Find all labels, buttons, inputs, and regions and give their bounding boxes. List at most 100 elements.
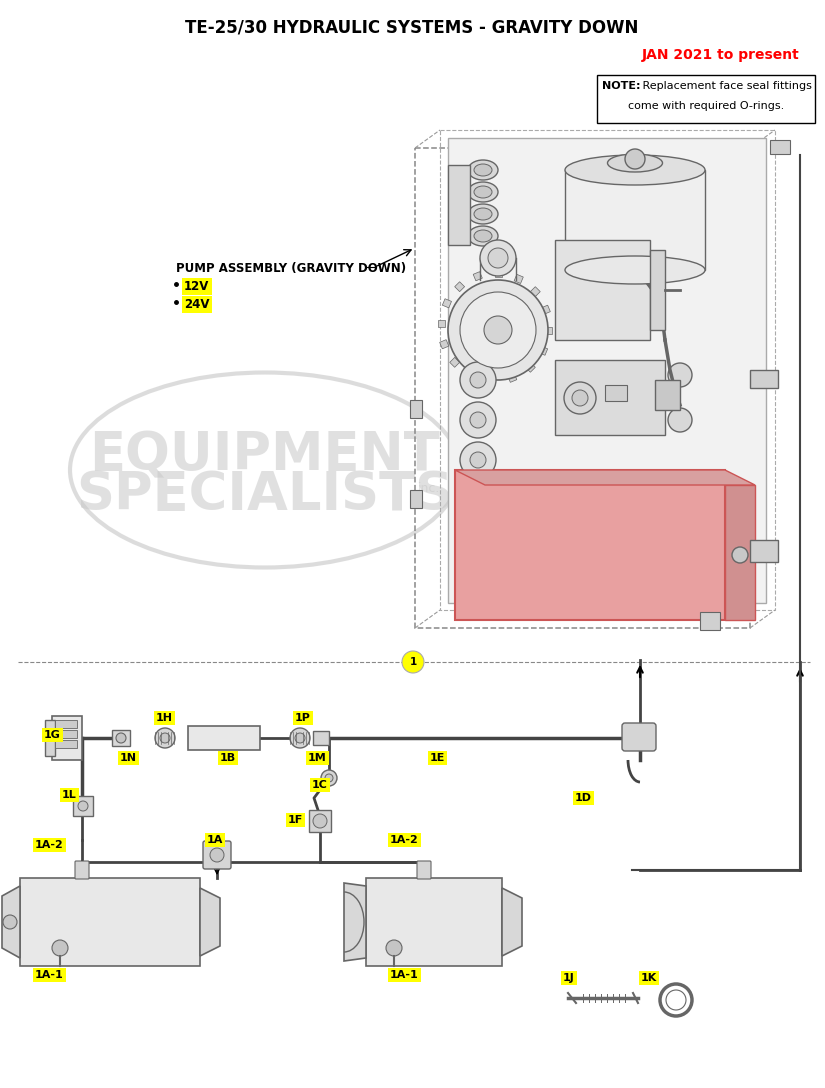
Ellipse shape — [474, 230, 492, 242]
Bar — [545, 327, 552, 334]
Bar — [750, 370, 778, 388]
Bar — [565, 170, 705, 270]
Ellipse shape — [474, 208, 492, 220]
Bar — [467, 371, 476, 380]
Bar — [45, 720, 55, 756]
Polygon shape — [455, 470, 755, 485]
Bar — [55, 720, 77, 728]
Ellipse shape — [474, 164, 492, 176]
FancyBboxPatch shape — [313, 731, 329, 745]
Text: 1A-1: 1A-1 — [390, 970, 419, 980]
Bar — [750, 540, 778, 562]
Bar — [530, 287, 540, 297]
Text: PUMP ASSEMBLY (GRAVITY DOWN): PUMP ASSEMBLY (GRAVITY DOWN) — [176, 262, 406, 275]
Bar — [474, 272, 483, 281]
Bar — [448, 138, 766, 603]
Text: Replacement face seal fittings: Replacement face seal fittings — [639, 81, 812, 91]
Bar — [442, 299, 451, 308]
Polygon shape — [2, 886, 20, 959]
Text: 1L: 1L — [62, 790, 77, 800]
Circle shape — [402, 651, 424, 673]
Ellipse shape — [468, 182, 498, 202]
Circle shape — [3, 915, 17, 929]
Bar — [440, 129, 775, 610]
Circle shape — [386, 940, 402, 956]
Circle shape — [470, 452, 486, 468]
Bar — [410, 400, 422, 418]
Circle shape — [448, 280, 548, 380]
Circle shape — [116, 733, 126, 743]
Circle shape — [668, 363, 692, 387]
Circle shape — [160, 733, 170, 743]
Circle shape — [480, 240, 516, 276]
Text: 1F: 1F — [288, 815, 304, 825]
FancyBboxPatch shape — [655, 380, 680, 410]
Bar — [555, 240, 650, 339]
Polygon shape — [344, 883, 366, 961]
Circle shape — [155, 728, 175, 749]
Text: 1E: 1E — [430, 753, 446, 763]
Circle shape — [460, 362, 496, 398]
Bar — [455, 282, 464, 292]
Text: JAN 2021 to present: JAN 2021 to present — [642, 48, 800, 62]
Bar — [438, 320, 445, 327]
Text: 1G: 1G — [44, 730, 61, 740]
Text: 1J: 1J — [563, 973, 575, 982]
Text: 12V: 12V — [184, 280, 210, 293]
FancyBboxPatch shape — [417, 861, 431, 879]
Text: 1A: 1A — [207, 834, 224, 845]
Circle shape — [470, 412, 486, 428]
FancyBboxPatch shape — [203, 841, 231, 869]
Bar — [700, 611, 720, 630]
Text: 1B: 1B — [220, 753, 236, 763]
Circle shape — [52, 940, 68, 956]
Circle shape — [210, 848, 224, 862]
Bar — [440, 339, 449, 349]
Text: SPECIALISTS: SPECIALISTS — [77, 469, 454, 521]
Circle shape — [564, 382, 596, 415]
Bar — [514, 274, 523, 284]
Ellipse shape — [474, 186, 492, 198]
Bar — [55, 740, 77, 749]
Ellipse shape — [565, 154, 705, 185]
Circle shape — [460, 442, 496, 478]
Bar — [415, 148, 750, 628]
Text: 24V: 24V — [184, 298, 210, 311]
Text: TE-25/30 HYDRAULIC SYSTEMS - GRAVITY DOWN: TE-25/30 HYDRAULIC SYSTEMS - GRAVITY DOW… — [186, 18, 639, 36]
Circle shape — [484, 316, 512, 344]
Circle shape — [325, 774, 333, 782]
Text: 1N: 1N — [120, 753, 137, 763]
Text: EQUIPMENT: EQUIPMENT — [90, 429, 441, 481]
Bar — [410, 490, 422, 508]
Text: 1D: 1D — [575, 793, 592, 803]
Text: 1: 1 — [409, 657, 417, 667]
FancyBboxPatch shape — [75, 861, 89, 879]
Circle shape — [488, 248, 508, 268]
Bar — [770, 140, 790, 154]
Circle shape — [321, 770, 337, 786]
Bar — [650, 250, 665, 330]
Circle shape — [313, 814, 327, 828]
Bar — [309, 809, 331, 832]
Text: come with required O-rings.: come with required O-rings. — [628, 101, 784, 111]
Circle shape — [668, 408, 692, 432]
Ellipse shape — [565, 256, 705, 284]
Ellipse shape — [468, 205, 498, 224]
Ellipse shape — [468, 226, 498, 246]
Circle shape — [295, 733, 305, 743]
Text: 1A-2: 1A-2 — [35, 840, 64, 850]
Ellipse shape — [607, 154, 662, 172]
Bar — [450, 357, 460, 368]
Bar — [507, 373, 516, 382]
Circle shape — [460, 401, 496, 438]
Bar — [448, 165, 470, 245]
Bar — [20, 878, 200, 966]
Text: 1M: 1M — [308, 753, 327, 763]
Bar — [455, 470, 725, 620]
Circle shape — [732, 547, 748, 562]
Bar — [725, 485, 755, 620]
Circle shape — [78, 801, 88, 811]
Text: 1C: 1C — [312, 780, 328, 790]
Bar — [366, 878, 502, 966]
Bar — [597, 75, 815, 123]
